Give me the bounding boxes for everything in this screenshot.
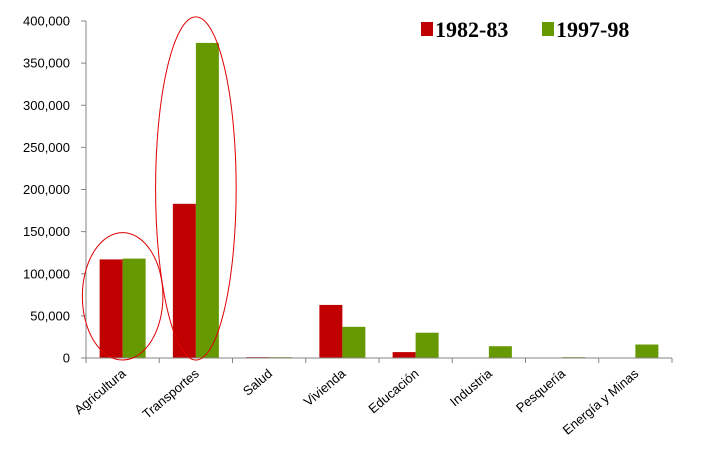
y-tick-label: 100,000: [23, 266, 70, 281]
bar-1997-98-Agricultura: [122, 258, 146, 358]
y-tick-label: 200,000: [23, 182, 70, 197]
bar-1997-98-Energía y Minas: [635, 344, 659, 358]
bar-1997-98-Educación: [415, 332, 439, 358]
y-axis: 0 50,000 100,000 150,000 200,000 250,000 300,0…: [23, 14, 87, 366]
legend-swatch-1982-83: [421, 22, 433, 36]
bar-1997-98-Transportes: [195, 42, 219, 358]
y-tick-label: 50,000: [30, 308, 70, 323]
x-category-label: Pesquería: [513, 365, 569, 415]
legend-swatch-1997-98: [542, 22, 554, 36]
x-category-label: Vivienda: [301, 365, 349, 409]
x-category-label: Transportes: [139, 365, 202, 421]
y-tick-label: 0: [63, 351, 70, 366]
bar-1982-83-Transportes: [172, 203, 196, 358]
y-tick-label: 300,000: [23, 98, 70, 113]
bars: [99, 42, 659, 358]
legend-label-1982-83: 1982-83: [435, 17, 508, 42]
highlight-ellipse-Transportes: [155, 16, 237, 361]
x-category-label: Energía y Minas: [560, 365, 642, 437]
bar-1997-98-Vivienda: [342, 326, 366, 358]
x-category-label: Agricultura: [71, 365, 129, 417]
bar-1982-83-Vivienda: [319, 304, 343, 358]
x-category-label: Industria: [447, 365, 495, 409]
legend: 1982-83 1997-98: [421, 17, 629, 42]
x-category-label: Salud: [240, 366, 275, 399]
x-axis: Agricultura Transportes Salud Vivienda Educa…: [71, 357, 673, 438]
highlight-ellipse-Agricultura: [81, 232, 164, 361]
y-tick-label: 150,000: [23, 224, 70, 239]
y-tick-label: 250,000: [23, 140, 70, 155]
bar-1982-83-Agricultura: [99, 259, 123, 358]
y-tick-label: 350,000: [23, 56, 70, 71]
bar-1997-98-Industria: [488, 346, 512, 358]
highlight-ellipses: [81, 16, 237, 361]
y-tick-label: 400,000: [23, 14, 70, 29]
bar-1982-83-Educación: [392, 352, 416, 358]
legend-label-1997-98: 1997-98: [556, 17, 629, 42]
x-category-label: Educación: [365, 366, 421, 417]
